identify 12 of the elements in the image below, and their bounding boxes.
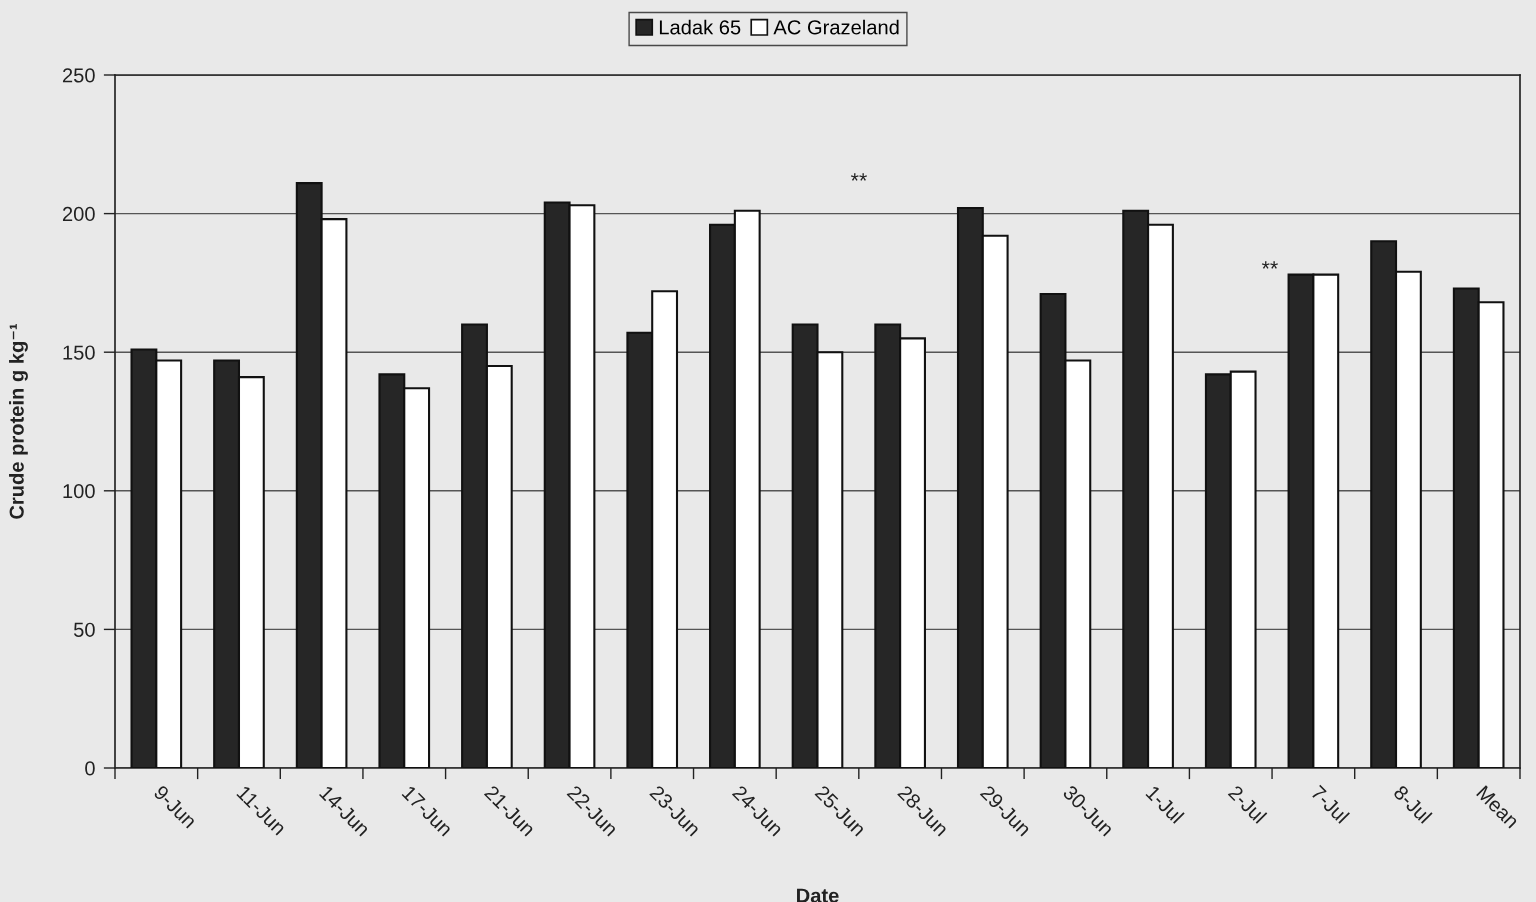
y-tick-label: 150 bbox=[63, 345, 95, 360]
legend-label: AC Grazeland bbox=[773, 19, 899, 35]
annotation: ** bbox=[1261, 261, 1278, 269]
x-axis-title: Date bbox=[797, 888, 839, 902]
y-tick-label: 0 bbox=[85, 761, 95, 776]
y-tick-label: 50 bbox=[73, 622, 95, 637]
y-tick-label: 250 bbox=[62, 68, 95, 83]
annotation: ** bbox=[850, 173, 867, 181]
y-axis-title: Crude protein g kg⁻¹ bbox=[9, 323, 28, 519]
y-tick-label: 100 bbox=[63, 484, 95, 499]
legend-label: Ladak 65 bbox=[659, 19, 741, 35]
y-tick-label: 200 bbox=[62, 206, 95, 222]
